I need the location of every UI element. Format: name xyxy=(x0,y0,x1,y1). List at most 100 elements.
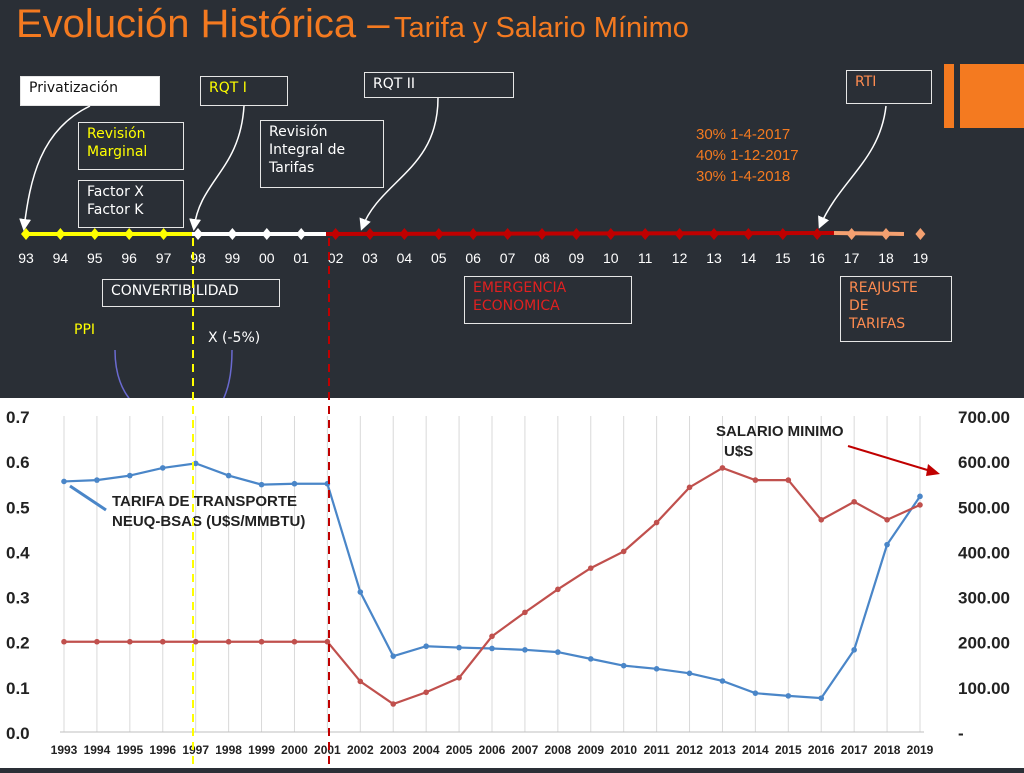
y-right-tick-label: 500.00 xyxy=(958,498,1010,517)
x-tick-label: 2017 xyxy=(841,743,868,757)
chart-panel: 1993 1994 1995 1996 1997 1998 1999 2000 2001 2002… xyxy=(0,398,1024,768)
x-tick-label: 1995 xyxy=(116,743,143,757)
timeline-year-label: 04 xyxy=(396,250,413,266)
timeline-year-label: 19 xyxy=(912,250,929,266)
point-tarifa xyxy=(785,693,792,699)
point-salario xyxy=(653,519,660,526)
box-rti: RTI xyxy=(846,70,932,104)
salario-label-arrow xyxy=(847,445,935,473)
rti-dates: 30% 1-4-2017 40% 1-12-2017 30% 1-4-2018 xyxy=(696,126,799,185)
timeline-marker xyxy=(881,228,891,240)
timeline-marker xyxy=(709,228,719,240)
y-right-tick-label: - xyxy=(958,724,964,743)
point-tarifa xyxy=(258,481,265,488)
y-left-tick-label: 0.1 xyxy=(6,679,30,698)
point-salario xyxy=(357,678,364,685)
point-tarifa xyxy=(94,477,100,483)
point-tarifa xyxy=(653,666,660,672)
arrow-privatizacion xyxy=(19,105,91,231)
point-tarifa xyxy=(127,472,133,479)
arrow-x-minus xyxy=(222,349,233,398)
timeline-year-label: 15 xyxy=(775,250,791,266)
box-rqt2: RQT II xyxy=(364,72,514,98)
x-tick-label: 2007 xyxy=(512,743,539,757)
x-tick-label: 2008 xyxy=(544,743,571,757)
x-tick-label: 2001 xyxy=(314,743,341,757)
box-factor: Factor X Factor K xyxy=(78,180,184,228)
x-tick-label: 1999 xyxy=(248,743,275,757)
point-salario xyxy=(225,638,232,645)
point-tarifa xyxy=(752,690,759,696)
timeline-year-label: 96 xyxy=(121,250,137,266)
timeline-year-label: 03 xyxy=(362,250,378,266)
timeline-year-label: 98 xyxy=(190,250,206,266)
arrow-rti xyxy=(818,105,887,229)
point-tarifa xyxy=(884,541,890,548)
timeline-year-label: 97 xyxy=(155,250,172,266)
point-salario xyxy=(291,638,298,645)
point-salario xyxy=(456,675,462,681)
title-sub: Tarifa y Salario Mínimo xyxy=(393,12,689,44)
point-tarifa xyxy=(456,644,462,651)
timeline-year-label: 12 xyxy=(671,250,688,266)
timeline-year-label: 00 xyxy=(259,250,275,266)
point-tarifa xyxy=(686,670,693,677)
timeline-year-label: 05 xyxy=(431,250,447,266)
x-tick-label: 2014 xyxy=(742,743,769,757)
timeline-year-label: 01 xyxy=(293,250,309,266)
x-tick-label: 2012 xyxy=(676,743,703,757)
point-tarifa xyxy=(324,480,331,487)
timeline-year-label: 11 xyxy=(637,250,653,266)
chart-grid xyxy=(63,416,921,732)
point-tarifa xyxy=(555,649,561,655)
timeline-year-label: 16 xyxy=(809,250,825,266)
y-right-tick-label: 100.00 xyxy=(958,679,1010,698)
timeline-marker xyxy=(193,228,203,240)
x-tick-label: 2000 xyxy=(281,743,308,757)
point-salario xyxy=(61,638,67,645)
x-tick-label: 2018 xyxy=(874,743,901,757)
point-salario xyxy=(785,477,792,483)
x-tick-label: 2011 xyxy=(644,743,670,757)
timeline-marker xyxy=(158,228,169,240)
point-salario xyxy=(159,638,166,645)
page-title: Evolución Histórica – Tarifa y Salario M… xyxy=(16,2,689,47)
timeline-marker xyxy=(89,228,100,240)
point-tarifa xyxy=(489,645,495,652)
timeline-year-label: 99 xyxy=(224,250,241,266)
point-tarifa xyxy=(587,656,594,662)
point-tarifa xyxy=(917,493,923,500)
point-tarifa xyxy=(291,480,298,487)
timeline-marker xyxy=(433,228,444,240)
timeline-year-label: 13 xyxy=(706,250,722,266)
x-tick-label: 1997 xyxy=(182,743,209,757)
timeline-marker xyxy=(330,228,341,240)
point-salario xyxy=(555,586,561,593)
point-tarifa xyxy=(719,678,726,684)
timeline-marker xyxy=(55,228,66,240)
point-salario xyxy=(94,638,100,645)
x-tick-label: 2003 xyxy=(380,743,407,757)
x-tick-label: 2013 xyxy=(709,743,736,757)
y-left-tick-label: 0.0 xyxy=(6,724,30,743)
point-tarifa xyxy=(423,643,429,650)
point-tarifa xyxy=(390,653,397,659)
timeline-marker xyxy=(399,228,410,240)
timeline-marker xyxy=(674,228,685,240)
y-right-tick-label: 200.00 xyxy=(958,634,1010,653)
box-convertibilidad: CONVERTIBILIDAD xyxy=(102,279,280,307)
point-tarifa xyxy=(357,589,364,595)
timeline-marker xyxy=(537,228,547,240)
point-salario xyxy=(719,465,726,471)
timeline-marker xyxy=(743,228,754,240)
point-tarifa xyxy=(225,472,232,479)
point-tarifa xyxy=(192,460,199,467)
title-main: Evolución Histórica – xyxy=(16,2,390,46)
series-label-tarifa: TARIFA DE TRANSPORTE NEUQ-BSAS (U$S/MMBTU… xyxy=(112,493,305,530)
point-salario xyxy=(324,638,331,645)
timeline-markers xyxy=(21,228,926,240)
x-minus-label: X (-5%) xyxy=(208,330,261,346)
accent-bar-left xyxy=(944,64,954,128)
point-tarifa xyxy=(818,695,825,701)
timeline-year-label: 93 xyxy=(18,250,34,266)
